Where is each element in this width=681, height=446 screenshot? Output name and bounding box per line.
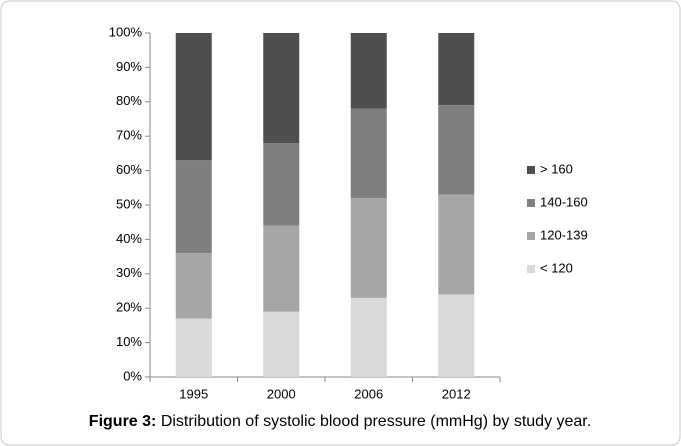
bar-segment xyxy=(175,160,212,254)
legend-label: > 160 xyxy=(540,161,573,176)
y-tick-label: 50% xyxy=(116,196,142,211)
y-tick-label: 40% xyxy=(116,231,142,246)
legend-label: < 120 xyxy=(540,260,573,275)
y-tick-label: 20% xyxy=(116,300,142,315)
y-tick-label: 100% xyxy=(109,24,143,39)
bar-segment xyxy=(350,108,387,199)
y-tick-label: 70% xyxy=(116,128,142,143)
bar-segment xyxy=(263,225,300,312)
x-tick-label: 2006 xyxy=(354,386,383,401)
bar-segment xyxy=(263,311,300,377)
bar-segment xyxy=(175,318,212,377)
x-tick-label: 1995 xyxy=(179,386,208,401)
legend-label: 140-160 xyxy=(540,194,588,209)
legend-swatch xyxy=(527,232,535,240)
y-tick-label: 10% xyxy=(116,334,142,349)
y-tick-label: 90% xyxy=(116,59,142,74)
bar-segment xyxy=(263,143,300,226)
legend-swatch xyxy=(527,199,535,207)
y-tick-label: 60% xyxy=(116,162,142,177)
y-tick-label: 0% xyxy=(123,368,142,383)
caption-text: Distribution of systolic blood pressure … xyxy=(161,413,591,430)
bar-segment xyxy=(350,33,387,109)
bar-segment xyxy=(175,33,212,161)
legend-label: 120-139 xyxy=(540,227,588,242)
x-tick-label: 2012 xyxy=(442,386,471,401)
legend-swatch xyxy=(527,166,535,174)
caption-label: Figure 3: xyxy=(89,413,157,430)
bar-segment xyxy=(175,253,212,319)
y-tick-label: 30% xyxy=(116,265,142,280)
x-tick-label: 2000 xyxy=(267,386,296,401)
y-tick-label: 80% xyxy=(116,93,142,108)
bar-segment xyxy=(438,294,475,377)
legend-swatch xyxy=(527,265,535,273)
bar-segment xyxy=(438,105,475,195)
caption: Figure 3: Distribution of systolic blood… xyxy=(89,413,591,430)
bar-segment xyxy=(263,33,300,144)
bar-segment xyxy=(350,297,387,377)
bar-segment xyxy=(438,194,475,295)
bar-segment xyxy=(438,33,475,106)
bar-segment xyxy=(350,198,387,298)
